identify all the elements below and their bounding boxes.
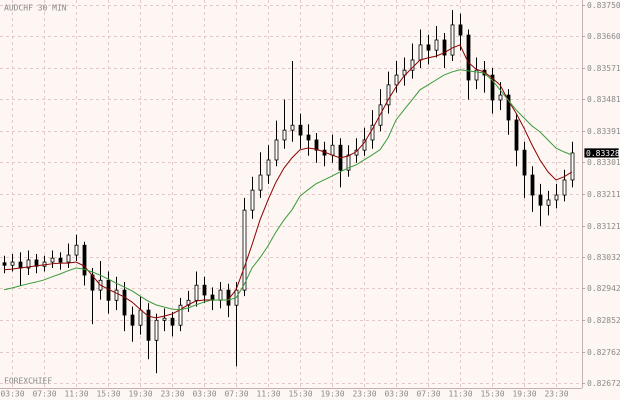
candle-body: [50, 257, 55, 263]
candle-body: [266, 159, 271, 176]
candle-body: [434, 39, 439, 51]
x-tick-label: 11:30: [64, 390, 88, 399]
candle-body: [122, 289, 127, 316]
y-tick-label: 0.83301: [587, 158, 620, 167]
candle-body: [474, 69, 479, 81]
candle-body: [450, 24, 455, 56]
x-tick-label: 11:30: [448, 390, 472, 399]
candle-body: [162, 317, 167, 321]
candle-body: [330, 144, 335, 156]
candle-body: [570, 152, 575, 181]
x-tick-label: 23:30: [160, 390, 184, 399]
candle-body: [498, 94, 503, 101]
watermark: FOREXCHIEF: [4, 377, 52, 386]
x-tick-label: 11:30: [256, 390, 280, 399]
x-tick-label: 19:30: [320, 390, 344, 399]
chart-title: AUDCHF 30 MIN: [4, 4, 67, 13]
candle-body: [194, 284, 199, 301]
candle-body: [218, 289, 223, 301]
candle-body: [250, 189, 255, 211]
y-tick-label: 0.83571: [587, 64, 620, 73]
candle-body: [74, 244, 79, 256]
last-price-label: 0.83328: [586, 149, 620, 158]
candle-body: [386, 84, 391, 106]
candle-body: [82, 244, 87, 276]
last-price-box: [583, 147, 620, 159]
candle-body: [282, 129, 287, 141]
candle-body: [522, 149, 527, 176]
candle-body: [538, 194, 543, 206]
candle-body: [154, 319, 159, 341]
candle-body: [242, 209, 247, 291]
candle-body: [202, 284, 207, 296]
x-tick-label: 03:30: [192, 390, 216, 399]
x-tick-label: 07:30: [416, 390, 440, 399]
candle-body: [466, 34, 471, 81]
candle-body: [290, 124, 295, 131]
y-tick-label: 0.83660: [587, 32, 620, 41]
y-tick-label: 0.83750: [587, 1, 620, 10]
candle-body: [426, 44, 431, 51]
x-tick-label: 03:30: [0, 390, 24, 399]
y-tick-label: 0.83032: [587, 253, 620, 262]
x-tick-label: 15:30: [288, 390, 312, 399]
candle-body: [370, 124, 375, 141]
candle-body: [490, 74, 495, 101]
candle-body: [186, 299, 191, 306]
x-tick-label: 19:30: [128, 390, 152, 399]
moving-average-line: [3, 44, 573, 319]
candle-body: [314, 139, 319, 151]
x-tick-label: 23:30: [352, 390, 376, 399]
candle-body: [138, 309, 143, 326]
candle-body: [530, 174, 535, 196]
candle-body: [418, 44, 423, 61]
y-tick-label: 0.82942: [587, 284, 620, 293]
y-tick-label: 0.83121: [587, 222, 620, 231]
candle-body: [442, 39, 447, 56]
candle-body: [66, 254, 71, 263]
candle-body: [130, 314, 135, 326]
candle-body: [178, 304, 183, 326]
x-tick-label: 23:30: [544, 390, 568, 399]
candle-body: [170, 317, 175, 326]
candle-body: [26, 259, 31, 269]
candle-body: [114, 289, 119, 301]
candle-body: [298, 124, 303, 136]
candle-body: [146, 309, 151, 341]
y-tick-label: 0.82852: [587, 316, 620, 325]
candle-body: [258, 174, 263, 191]
candle-body: [546, 199, 551, 206]
candle-body: [18, 261, 23, 269]
grid: [0, 0, 582, 388]
candle-body: [394, 74, 399, 86]
plot: [2, 10, 575, 374]
candle-body: [362, 139, 367, 151]
y-tick-label: 0.82672: [587, 379, 620, 388]
y-tick-label: 0.83481: [587, 95, 620, 104]
candle-body: [410, 59, 415, 71]
x-tick-label: 07:30: [224, 390, 248, 399]
candle-body: [10, 261, 15, 266]
x-tick-label: 15:30: [96, 390, 120, 399]
moving-average-line: [3, 69, 573, 311]
y-tick-label: 0.83211: [587, 190, 620, 199]
candle-body: [306, 134, 311, 141]
candle-body: [514, 119, 519, 151]
x-tick-label: 03:30: [384, 390, 408, 399]
candle-body: [554, 194, 559, 201]
y-tick-label: 0.82762: [587, 348, 620, 357]
candle-body: [458, 24, 463, 36]
y-tick-label: 0.83391: [587, 127, 620, 136]
x-tick-label: 07:30: [32, 390, 56, 399]
candle-body: [58, 257, 63, 263]
candle-body: [506, 94, 511, 121]
candle-body: [346, 154, 351, 171]
x-tick-label: 19:30: [512, 390, 536, 399]
candle-body: [562, 179, 567, 196]
x-tick-label: 15:30: [480, 390, 504, 399]
candle-body: [274, 139, 279, 161]
candle-body: [2, 262, 7, 266]
